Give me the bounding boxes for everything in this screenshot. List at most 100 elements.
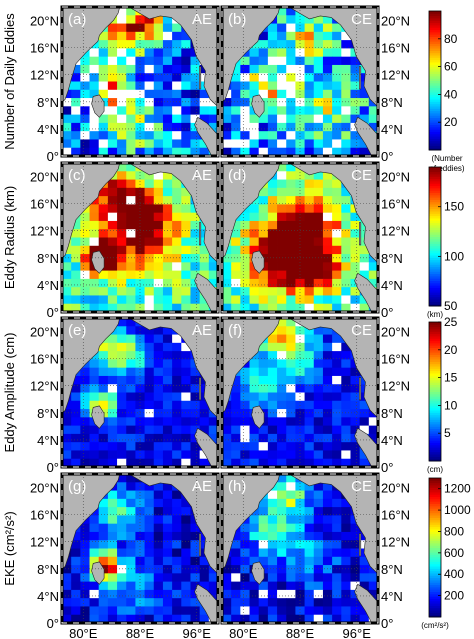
grid-cell [341,433,351,443]
grid-cell [341,540,351,549]
lat-tick-label: 20°N [30,14,59,29]
grid-cell [107,56,118,66]
grid-cell [231,531,241,541]
grid-cell [267,425,278,435]
grid-cell [208,433,219,443]
grid-cell [286,179,296,189]
grid-cell [144,106,155,116]
grid-cell [190,433,201,443]
grid-cell [62,589,72,599]
grid-cell [277,179,287,189]
land-mass [221,473,281,571]
grid-cell [359,384,370,393]
grid-cell [162,147,173,157]
grid-cell [144,606,155,616]
grid-cell [172,342,182,352]
grid-cell [89,220,100,230]
grid-cell [332,384,342,393]
grid-cell [162,229,173,238]
grid-cell [107,490,118,500]
grid-cell [286,598,296,607]
grid-cell [98,287,109,296]
grid-cell [144,573,155,583]
grid-cell [181,498,191,508]
grid-cell [249,425,260,435]
grid-cell [277,23,287,33]
grid-cell [350,89,361,99]
colorbar-segment [429,407,441,411]
grid-cell [153,482,164,491]
grid-cell [341,531,351,541]
grid-cell [313,171,324,180]
grid-cell [350,295,361,305]
colorbar-segment [429,570,441,574]
lon-tick-label: 88°E [286,626,315,639]
grid-cell [89,147,100,157]
grid-cell [107,375,118,385]
grid-cell [181,131,191,140]
grid-cell [267,89,278,99]
panel-eddy-type: CE [351,11,372,28]
grid-cell [350,287,361,296]
colorbar-segment [429,145,441,149]
grid-cell [286,351,296,360]
grid-cell [322,81,333,91]
grid-cell [249,581,260,591]
grid-cell [126,614,136,624]
grid-cell [162,498,173,508]
lat-tick-label: 8°N [37,562,59,577]
colorbar-segment [429,335,441,339]
grid-cell [153,122,164,132]
colorbar-segment [429,428,441,432]
grid-cell [153,131,164,140]
grid-cell [172,89,182,99]
grid-cell [304,212,315,222]
grid-cell [153,89,164,99]
grid-cell [313,507,324,516]
grid-cell [332,262,342,272]
grid-cell [126,540,136,549]
grid-cell [117,565,127,574]
grid-cell [181,303,191,313]
grid-cell [107,367,118,377]
grid-cell [126,458,136,468]
grid-cell [135,229,145,238]
grid-cell [240,409,250,418]
grid-cell [332,245,342,255]
grid-cell [80,581,90,591]
grid-cell [162,367,173,377]
grid-cell [199,400,210,410]
grid-cell [190,295,201,305]
grid-cell [117,7,127,16]
grid-cell [71,245,81,255]
grid-cell [231,220,241,230]
grid-cell [144,81,155,91]
grid-cell [267,122,278,132]
grid-cell [295,139,305,149]
grid-cell [286,359,296,369]
grid-cell [332,81,342,91]
grid-cell [80,303,90,313]
grid-cell [71,139,81,149]
grid-cell [240,589,250,599]
land-mass [251,561,265,585]
grid-cell [350,556,361,566]
grid-cell [153,15,164,24]
grid-cell [332,523,342,533]
grid-cell [240,278,250,288]
grid-cell [322,229,333,238]
grid-cell [190,106,201,116]
grid-cell [295,106,305,116]
grid-cell [322,442,333,451]
grid-cell [240,287,250,296]
colorbar-segment [429,78,441,81]
grid-cell [313,498,324,508]
grid-cell [359,303,370,313]
grid-cell [277,64,287,74]
grid-cell [199,417,210,427]
grid-cell [313,139,324,149]
grid-cell [172,425,182,435]
grid-cell [126,254,136,263]
colorbar-segment [429,229,441,233]
grid-cell [80,254,90,263]
